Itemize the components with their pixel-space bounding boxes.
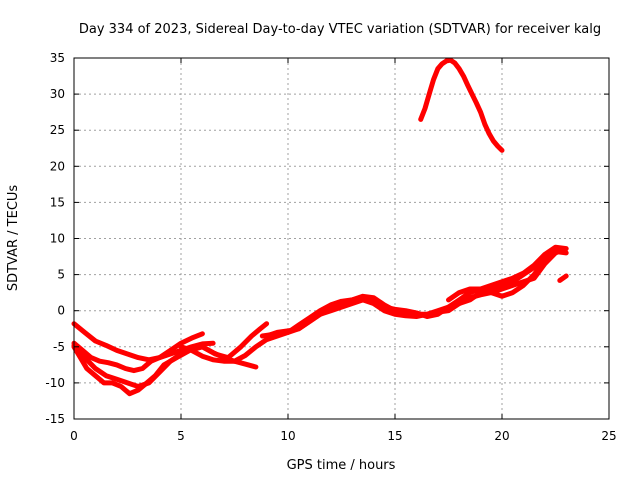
series-line-arc-4 [71,342,259,389]
x-tick-label: 25 [601,429,616,443]
x-tick-label: 20 [494,429,509,443]
y-tick-label: 25 [50,123,65,137]
y-tick-label: -10 [45,376,65,390]
y-tick-labels: -15 -10 -5 0 5 10 15 20 25 30 35 [45,51,65,426]
series-line-arc-10 [418,57,505,153]
y-tick-label: 30 [50,87,65,101]
y-axis-label: SDTVAR / TECUs [6,185,21,292]
y-tick-label: 20 [50,159,65,173]
series-layer [71,57,569,397]
y-tick-label: -15 [45,412,65,426]
y-tick-label: -5 [53,340,65,354]
x-tick-labels: 0 5 10 15 20 25 [70,429,616,443]
y-tick-label: 10 [50,232,65,246]
y-tick-label: 5 [57,268,65,282]
x-axis-label: GPS time / hours [287,458,396,473]
series-line-arc-7 [264,246,567,339]
series-line-arc-5 [178,249,569,364]
series-line-arc-9 [557,273,569,283]
y-tick-label: 35 [50,51,65,65]
x-tick-label: 15 [387,429,402,443]
ticks [73,57,610,420]
series-line-arc-1 [71,321,205,363]
x-tick-label: 5 [177,429,185,443]
x-tick-label: 10 [280,429,295,443]
y-tick-label: 0 [57,304,65,318]
chart-title: Day 334 of 2023, Sidereal Day-to-day VTE… [79,22,601,37]
series-line-arc-8 [446,246,567,303]
y-tick-label: 15 [50,195,65,209]
grid [74,58,609,419]
x-tick-label: 0 [70,429,78,443]
